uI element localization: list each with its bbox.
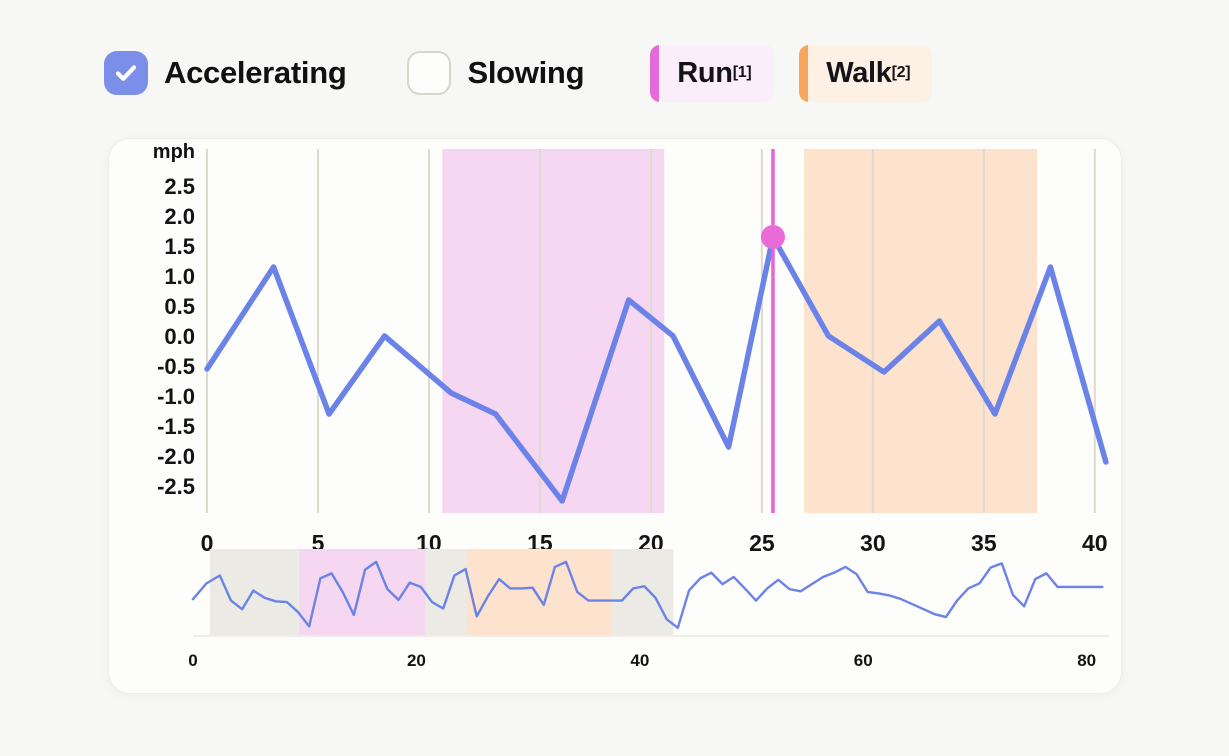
minimap-x-tick-2: 40 bbox=[630, 651, 649, 670]
minimap-series-line bbox=[191, 560, 1104, 630]
main-chart-axis-y: mph 2.5 2.0 1.5 1.0 0.5 0.0 -0.5 -1.0 -1.5 -2.0 -2.… bbox=[153, 141, 195, 499]
check-icon bbox=[115, 65, 137, 81]
checkbox-accelerating-box[interactable] bbox=[104, 51, 148, 95]
main-chart-cursor bbox=[760, 149, 785, 513]
checkbox-slowing[interactable]: Slowing bbox=[407, 51, 585, 95]
y-axis-tick-5: 0.0 bbox=[164, 324, 195, 349]
x-axis-tick-6: 30 bbox=[860, 530, 886, 556]
legend-badges: Run [1] Walk [2] bbox=[650, 44, 933, 102]
y-axis-tick-10: -2.5 bbox=[157, 474, 195, 499]
legend-badge-walk-text: Walk [2] bbox=[826, 56, 911, 89]
main-chart-bands bbox=[442, 149, 1038, 513]
band-run bbox=[442, 149, 665, 513]
y-axis-tick-4: 0.5 bbox=[164, 294, 195, 319]
legend-badge-walk-label: Walk bbox=[826, 56, 892, 89]
y-axis-tick-8: -1.5 bbox=[157, 414, 195, 439]
chart-canvas[interactable]: mph 2.5 2.0 1.5 1.0 0.5 0.0 -0.5 -1.0 -1.5 -2.0 -2.… bbox=[109, 139, 1123, 695]
legend-badge-run-bar bbox=[650, 44, 660, 102]
checkbox-slowing-label: Slowing bbox=[467, 55, 585, 90]
minimap-x-tick-1: 20 bbox=[407, 651, 426, 670]
minimap-x-tick-3: 60 bbox=[854, 651, 873, 670]
minimap-band-walk bbox=[466, 549, 612, 635]
series-line-speed bbox=[204, 234, 1109, 504]
minimap-x-tick-4: 80 bbox=[1077, 651, 1096, 670]
checkbox-accelerating[interactable]: Accelerating bbox=[104, 51, 347, 95]
cursor-point-marker[interactable] bbox=[760, 225, 785, 249]
y-axis-tick-2: 1.5 bbox=[164, 234, 195, 259]
legend-badge-run-label: Run bbox=[677, 56, 733, 89]
legend-badge-walk-bar bbox=[799, 44, 809, 102]
y-axis-tick-1: 2.0 bbox=[164, 204, 195, 229]
y-axis-tick-9: -2.0 bbox=[157, 444, 195, 469]
chart-card: mph 2.5 2.0 1.5 1.0 0.5 0.0 -0.5 -1.0 -1.5 -2.0 -2.… bbox=[108, 138, 1122, 694]
checkbox-accelerating-label: Accelerating bbox=[164, 55, 347, 90]
y-axis-tick-6: -0.5 bbox=[157, 354, 195, 379]
x-axis-tick-8: 40 bbox=[1082, 530, 1108, 556]
checkbox-slowing-box[interactable] bbox=[407, 51, 452, 95]
filter-toolbar: Accelerating Slowing Run [1] Walk [2] bbox=[104, 42, 933, 104]
chart-svg[interactable]: mph 2.5 2.0 1.5 1.0 0.5 0.0 -0.5 -1.0 -1.5 -2.0 -2.… bbox=[109, 139, 1123, 695]
legend-badge-run[interactable]: Run [1] bbox=[650, 44, 775, 102]
y-axis-tick-3: 1.0 bbox=[164, 264, 195, 289]
main-chart-line bbox=[204, 234, 1109, 504]
minimap bbox=[191, 549, 1109, 637]
main-chart-gridlines bbox=[206, 149, 1096, 513]
y-axis-unit-label: mph bbox=[153, 141, 195, 163]
minimap-axis-x: 0 20 40 60 80 bbox=[188, 651, 1096, 670]
legend-badge-run-text: Run [1] bbox=[677, 56, 752, 89]
minimap-x-tick-0: 0 bbox=[188, 651, 197, 670]
x-axis-tick-5: 25 bbox=[749, 530, 775, 556]
empty-checkbox-icon bbox=[415, 59, 443, 87]
y-axis-tick-0: 2.5 bbox=[164, 174, 195, 199]
legend-badge-walk[interactable]: Walk [2] bbox=[799, 44, 933, 102]
x-axis-tick-7: 35 bbox=[971, 530, 997, 556]
y-axis-tick-7: -1.0 bbox=[157, 384, 195, 409]
band-walk bbox=[804, 149, 1038, 513]
